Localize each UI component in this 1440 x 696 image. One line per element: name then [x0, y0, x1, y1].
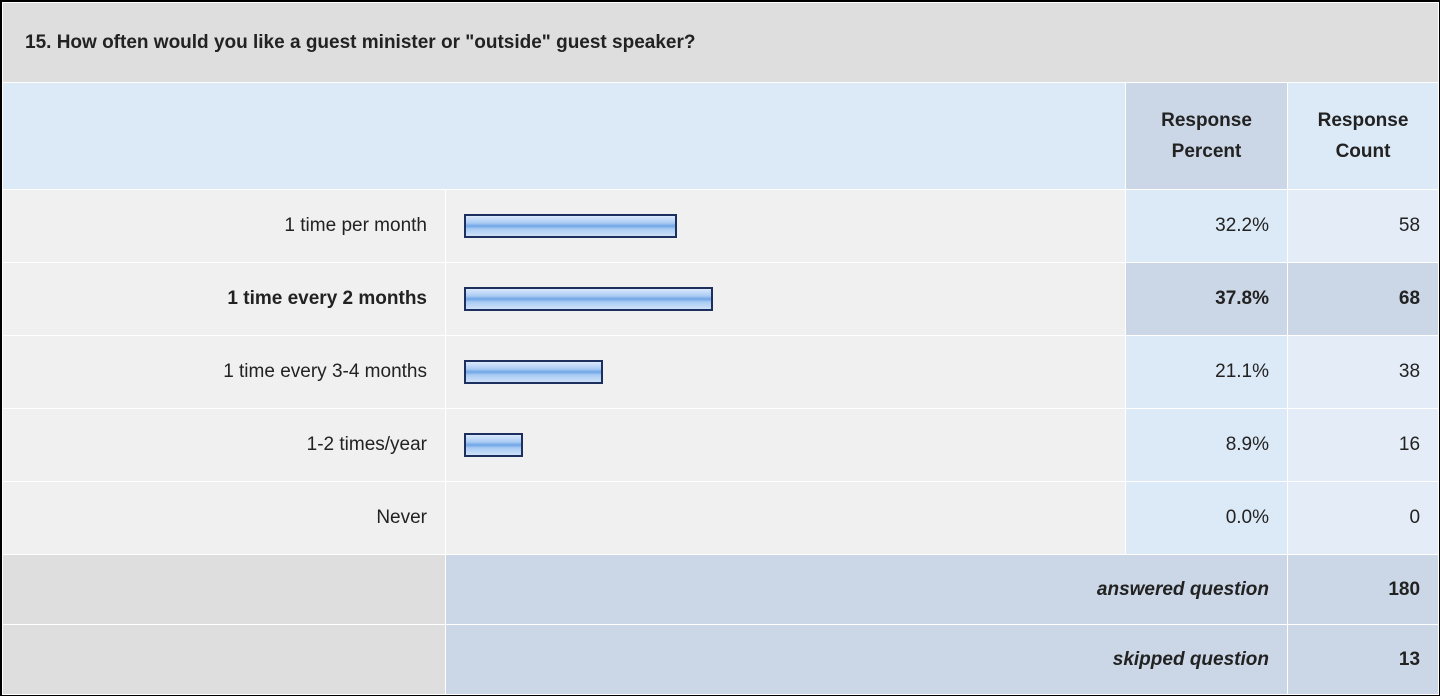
- question-title: 15. How often would you like a guest min…: [1, 2, 1440, 83]
- header-percent: Response Percent: [1125, 82, 1288, 190]
- answer-label: Never: [2, 481, 446, 555]
- response-percent: 21.1%: [1125, 335, 1288, 409]
- skipped-label: skipped question: [445, 624, 1288, 695]
- bar-cell: [445, 189, 1126, 263]
- response-percent: 8.9%: [1125, 408, 1288, 482]
- answer-row: 1 time per month 32.2% 58: [2, 189, 1440, 263]
- answer-row: 1 time every 3-4 months 21.1% 38: [2, 335, 1440, 409]
- skipped-row: skipped question 13: [2, 624, 1440, 695]
- skipped-count: 13: [1286, 624, 1440, 695]
- response-count: 38: [1286, 335, 1440, 409]
- bar: [464, 287, 714, 311]
- response-percent: 0.0%: [1125, 481, 1288, 555]
- bar-cell: [445, 335, 1126, 409]
- response-percent: 37.8%: [1125, 262, 1288, 336]
- bar-cell: [445, 262, 1126, 336]
- bar: [464, 214, 677, 238]
- answered-count: 180: [1286, 554, 1440, 625]
- response-count: 16: [1286, 408, 1440, 482]
- bar-cell: [445, 481, 1126, 555]
- answer-label: 1 time every 3-4 months: [2, 335, 446, 409]
- blank: [2, 554, 446, 625]
- response-count: 68: [1286, 262, 1440, 336]
- answered-row: answered question 180: [2, 554, 1440, 625]
- answer-label: 1 time every 2 months: [2, 262, 446, 336]
- answer-row: 1-2 times/year 8.9% 16: [2, 408, 1440, 482]
- answer-label: 1 time per month: [2, 189, 446, 263]
- response-count: 58: [1286, 189, 1440, 263]
- response-count: 0: [1286, 481, 1440, 555]
- answer-label: 1-2 times/year: [2, 408, 446, 482]
- bar: [464, 360, 604, 384]
- answer-row: 1 time every 2 months 37.8% 68: [2, 262, 1440, 336]
- header-count: Response Count: [1286, 82, 1440, 190]
- blank: [2, 624, 446, 695]
- response-percent: 32.2%: [1125, 189, 1288, 263]
- answered-label: answered question: [445, 554, 1288, 625]
- bar-cell: [445, 408, 1126, 482]
- header-blank: [2, 82, 1126, 190]
- bar: [464, 433, 523, 457]
- answer-row: Never 0.0% 0: [2, 481, 1440, 555]
